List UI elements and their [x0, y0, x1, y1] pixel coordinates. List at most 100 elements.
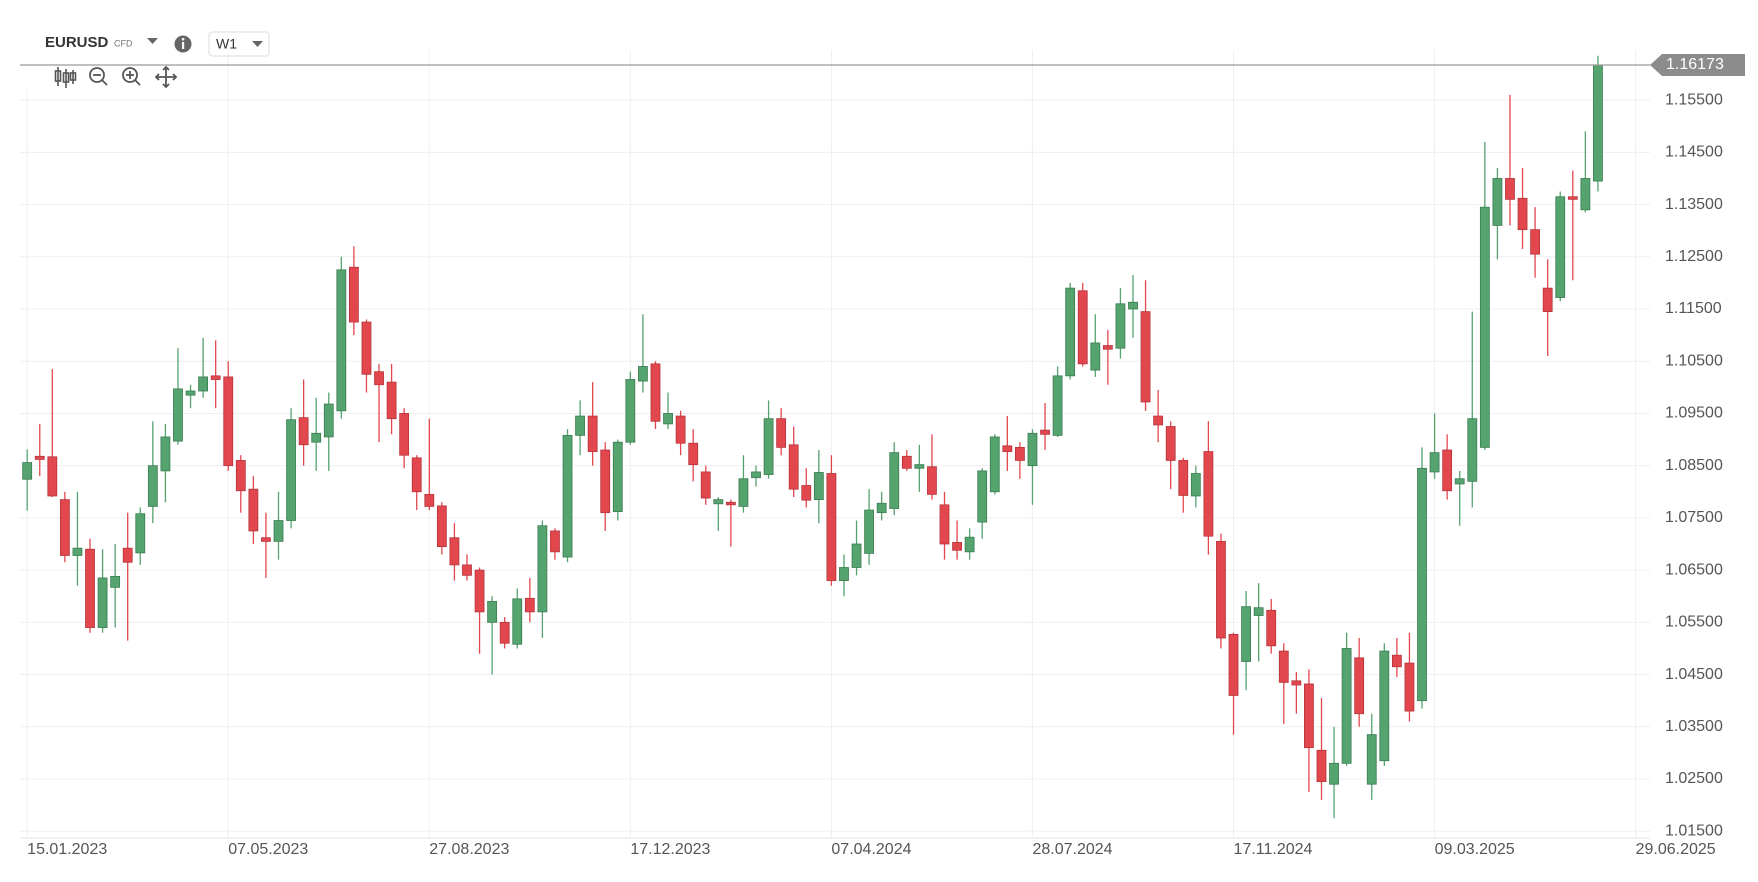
timeframe[interactable]: W1	[216, 36, 237, 52]
candle-body	[738, 478, 749, 507]
candle-body	[72, 547, 83, 556]
candle-body	[675, 415, 686, 444]
candle-body	[1253, 607, 1264, 616]
candle-body	[1128, 301, 1138, 310]
candle-body	[1241, 606, 1251, 662]
candle-body	[1090, 342, 1101, 371]
candle-body	[386, 381, 397, 420]
candle-body	[1153, 415, 1164, 426]
y-tick-label: 1.11500	[1665, 300, 1722, 317]
candle-body	[1442, 449, 1453, 492]
candle-body	[1404, 662, 1415, 712]
candle-body	[248, 488, 259, 532]
chart-type-button[interactable]	[54, 67, 77, 88]
candle-body	[1555, 196, 1566, 298]
candle-body	[147, 465, 158, 507]
candle-body	[964, 536, 975, 553]
timeframe-dropdown[interactable]	[252, 41, 263, 47]
candle-body	[1341, 648, 1352, 764]
candle-body	[47, 456, 58, 497]
candle-body	[173, 388, 183, 442]
candle-body	[1165, 426, 1176, 461]
grid	[20, 50, 1650, 839]
candle-body	[1530, 229, 1541, 255]
x-tick-label: 27.08.2023	[429, 841, 509, 858]
x-tick-label: 07.04.2024	[831, 841, 911, 858]
candle-body	[1178, 460, 1189, 496]
instrument-type: CFD	[114, 38, 133, 48]
candle-body	[1329, 762, 1339, 785]
y-tick-label: 1.02500	[1665, 770, 1723, 787]
candle-body	[625, 379, 636, 443]
candle-body	[763, 418, 774, 475]
candle-body	[1417, 467, 1427, 702]
candle-body	[813, 472, 824, 501]
candle-body	[612, 441, 623, 513]
candle-body	[286, 419, 296, 521]
candle-body	[952, 542, 962, 551]
candle-body	[713, 499, 724, 505]
candle-body	[97, 577, 108, 628]
y-tick-label: 1.04500	[1665, 666, 1723, 683]
candle-body	[1002, 445, 1013, 452]
timeframe-box[interactable]	[208, 31, 270, 57]
candle-body	[801, 485, 812, 501]
candle-body	[914, 464, 925, 469]
candle-body	[1102, 345, 1113, 350]
candle-body	[1454, 478, 1465, 485]
y-tick-label: 1.06500	[1665, 561, 1723, 578]
y-tick-label: 1.14500	[1665, 144, 1723, 161]
candle-body	[663, 413, 673, 425]
y-tick-label: 1.12500	[1665, 248, 1723, 265]
current-price-label: 1.16173	[1666, 56, 1724, 73]
y-tick-label: 1.15500	[1665, 91, 1723, 108]
candle-body	[210, 375, 221, 380]
candle-body	[650, 363, 661, 422]
candle-body	[436, 505, 447, 548]
candle-body	[575, 415, 585, 436]
candle-body	[223, 376, 234, 467]
candle-body	[776, 418, 787, 448]
candle-body	[474, 569, 485, 613]
x-tick-label: 17.11.2024	[1234, 841, 1313, 858]
zoom-in-button[interactable]	[122, 67, 141, 86]
candle-body	[1015, 446, 1025, 461]
candle-body	[235, 460, 246, 492]
candle-body	[348, 266, 359, 323]
candle-body	[311, 432, 322, 443]
candle-body	[22, 462, 33, 480]
candle-body	[1040, 429, 1050, 435]
candle-body	[839, 567, 849, 581]
candle-body	[198, 376, 209, 392]
candle-body	[1228, 633, 1239, 696]
candle-body	[323, 403, 334, 438]
candle-body	[1467, 418, 1478, 482]
candle-body	[688, 442, 699, 466]
candle-body	[1291, 680, 1302, 686]
y-tick-label: 1.03500	[1665, 718, 1723, 735]
candle-body	[1379, 650, 1390, 762]
candle-body	[34, 455, 45, 460]
candle-body	[1505, 178, 1515, 200]
candle-body	[889, 452, 900, 509]
x-tick-label: 07.05.2023	[228, 841, 308, 858]
candle-body	[1593, 64, 1603, 182]
candle-body	[700, 471, 711, 499]
candle-body	[1479, 206, 1490, 448]
candle-body	[550, 530, 560, 553]
current-price: 1.16173	[20, 53, 1745, 76]
pan-button[interactable]	[154, 65, 178, 89]
candle-body	[788, 444, 799, 490]
zoom-out-button[interactable]	[89, 67, 108, 86]
candle-body	[851, 543, 862, 568]
candle-body	[864, 509, 875, 554]
candle-body	[1492, 178, 1503, 226]
candle-body	[1354, 657, 1365, 715]
y-tick-label: 1.10500	[1665, 352, 1723, 369]
info-icon[interactable]	[174, 35, 192, 53]
symbol-dropdown[interactable]	[147, 38, 158, 44]
candle-body	[122, 547, 133, 563]
symbol[interactable]: EURUSD	[45, 34, 109, 51]
